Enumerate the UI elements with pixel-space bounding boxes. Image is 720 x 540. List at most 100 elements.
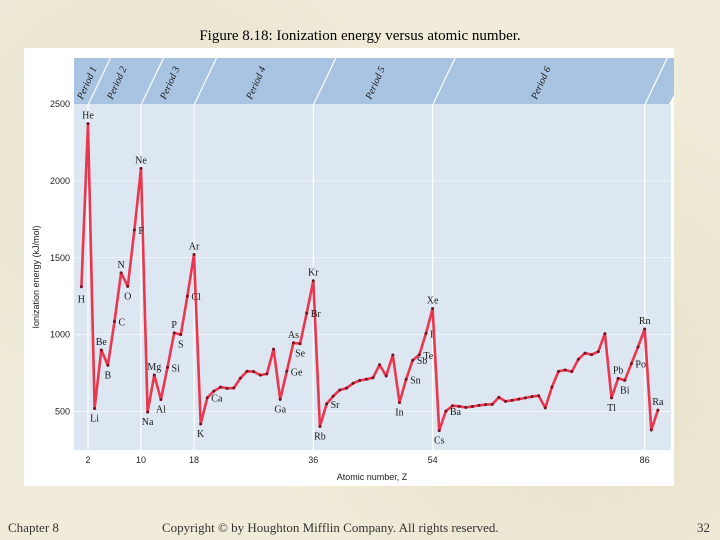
element-label-as: As bbox=[288, 330, 299, 341]
data-point-z81 bbox=[610, 396, 614, 400]
data-point-z70 bbox=[537, 394, 541, 398]
element-label-p: P bbox=[171, 320, 177, 331]
element-label-si: Si bbox=[172, 363, 181, 374]
x-tick-2: 2 bbox=[85, 455, 90, 465]
data-point-z25 bbox=[238, 376, 242, 380]
data-point-z36 bbox=[311, 279, 315, 283]
data-point-z43 bbox=[358, 378, 362, 382]
element-label-o: O bbox=[124, 291, 131, 302]
element-label-f: F bbox=[138, 226, 144, 237]
y-axis-label: Ionization energy (kJ/mol) bbox=[31, 225, 41, 328]
data-point-z21 bbox=[212, 389, 216, 393]
y-tick-1000: 1000 bbox=[50, 330, 70, 340]
data-point-z59 bbox=[464, 405, 468, 409]
data-point-z72 bbox=[550, 385, 554, 389]
data-point-z68 bbox=[523, 396, 527, 400]
element-label-be: Be bbox=[96, 337, 108, 348]
data-point-z32 bbox=[285, 369, 289, 373]
data-point-z2 bbox=[86, 122, 90, 126]
data-point-z42 bbox=[351, 381, 355, 385]
data-point-z19 bbox=[199, 422, 203, 426]
x-axis-label: Atomic number, Z bbox=[337, 472, 408, 482]
page-number: 32 bbox=[697, 520, 710, 535]
data-point-z56 bbox=[444, 409, 448, 413]
data-point-z37 bbox=[318, 424, 322, 428]
data-point-z28 bbox=[258, 373, 262, 377]
element-label-i: I bbox=[430, 329, 433, 340]
data-point-z52 bbox=[417, 353, 421, 357]
data-point-z22 bbox=[219, 385, 223, 389]
data-point-z44 bbox=[364, 377, 368, 381]
data-point-z54 bbox=[431, 307, 435, 311]
period-divider-10 bbox=[140, 57, 165, 105]
data-point-z11 bbox=[146, 410, 150, 414]
footer-copyright: Copyright © by Houghton Mifflin Company.… bbox=[162, 520, 499, 535]
element-label-se: Se bbox=[295, 349, 306, 360]
x-tick-36: 36 bbox=[308, 455, 318, 465]
data-point-z67 bbox=[517, 397, 521, 401]
element-label-rn: Rn bbox=[639, 316, 651, 327]
element-label-bi: Bi bbox=[620, 385, 630, 396]
data-point-z15 bbox=[172, 331, 176, 335]
element-label-n: N bbox=[118, 260, 125, 271]
x-tick-18: 18 bbox=[189, 455, 199, 465]
data-point-z65 bbox=[504, 399, 508, 403]
period-divider-86 bbox=[644, 57, 668, 105]
element-label-h: H bbox=[78, 295, 85, 306]
data-point-z78 bbox=[590, 353, 594, 357]
data-point-z33 bbox=[291, 341, 295, 345]
data-point-z86 bbox=[643, 327, 647, 331]
data-point-z85 bbox=[636, 345, 640, 349]
element-label-al: Al bbox=[156, 405, 166, 416]
data-point-z4 bbox=[99, 348, 103, 352]
data-point-z66 bbox=[510, 398, 514, 402]
period-banner bbox=[74, 58, 674, 104]
figure-panel: Period 1 Period 2 Period 3 Period 4 Period 5… bbox=[24, 48, 674, 486]
data-point-z79 bbox=[596, 350, 600, 354]
data-point-z20 bbox=[205, 396, 209, 400]
x-tick-86: 86 bbox=[640, 455, 650, 465]
data-point-z30 bbox=[272, 347, 276, 351]
element-label-mg: Mg bbox=[147, 362, 161, 373]
x-axis-ticks: 2 10 18 36 54 86 bbox=[85, 455, 649, 465]
element-label-c: C bbox=[119, 317, 126, 328]
x-tick-54: 54 bbox=[428, 455, 438, 465]
data-point-z71 bbox=[543, 406, 547, 410]
data-point-z51 bbox=[411, 358, 415, 362]
data-point-z16 bbox=[179, 333, 183, 337]
element-label-in: In bbox=[395, 408, 403, 419]
data-points bbox=[79, 122, 660, 433]
data-point-z82 bbox=[616, 376, 620, 380]
period-divider-54 bbox=[432, 57, 456, 105]
data-point-z5 bbox=[106, 363, 110, 367]
data-point-z87 bbox=[649, 428, 653, 432]
plot-area bbox=[74, 104, 671, 450]
slide-title: Figure 8.18: Ionization energy versus at… bbox=[199, 28, 521, 44]
element-label-pb: Pb bbox=[613, 365, 624, 376]
data-point-z35 bbox=[305, 311, 309, 315]
element-label-ar: Ar bbox=[189, 242, 200, 253]
data-point-z18 bbox=[192, 253, 196, 257]
data-point-z64 bbox=[497, 395, 501, 399]
data-point-z55 bbox=[437, 429, 441, 433]
element-label-ge: Ge bbox=[291, 367, 303, 378]
element-label-cs: Cs bbox=[434, 436, 445, 447]
data-point-z10 bbox=[139, 166, 143, 170]
data-point-z53 bbox=[424, 331, 428, 335]
data-point-z39 bbox=[331, 394, 335, 398]
element-label-kr: Kr bbox=[308, 268, 319, 279]
data-point-z61 bbox=[477, 403, 481, 407]
element-label-sn: Sn bbox=[410, 375, 421, 386]
ionization-energy-line bbox=[80, 122, 660, 432]
data-point-z24 bbox=[232, 386, 236, 390]
element-label-na: Na bbox=[142, 417, 154, 428]
data-point-z75 bbox=[570, 370, 574, 374]
data-point-z41 bbox=[344, 386, 348, 390]
element-label-po: Po bbox=[635, 360, 646, 371]
element-label-sr: Sr bbox=[331, 400, 341, 411]
data-point-z60 bbox=[470, 404, 474, 408]
period-divider-36 bbox=[313, 57, 337, 105]
period-divider-18 bbox=[193, 57, 218, 105]
element-label-ra: Ra bbox=[652, 397, 664, 408]
data-point-z77 bbox=[583, 351, 587, 355]
